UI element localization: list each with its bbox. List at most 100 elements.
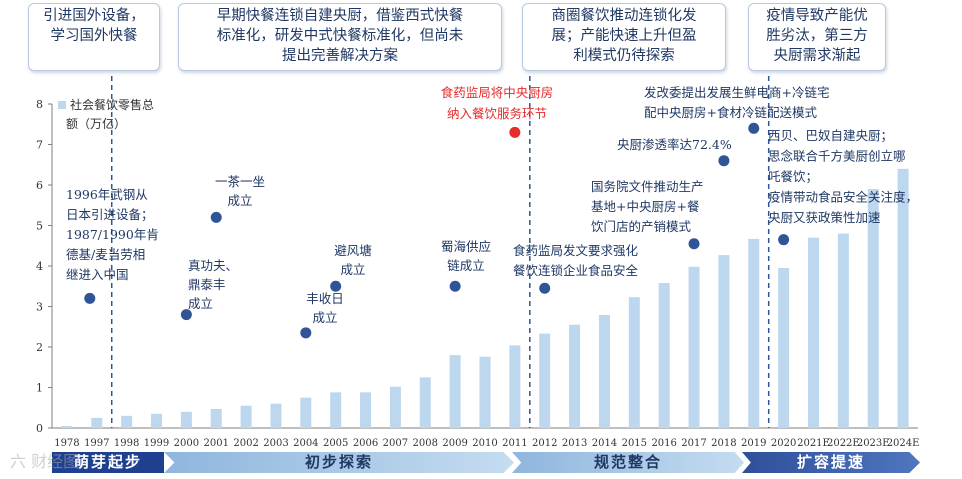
x-tick-label: 2009 xyxy=(442,438,467,449)
y-tick-label: 6 xyxy=(36,179,43,192)
phase-label-4: 扩容提速 xyxy=(796,453,865,471)
event-label: 成立 xyxy=(340,262,365,277)
bar xyxy=(61,425,73,428)
event-label: 成立 xyxy=(312,310,337,325)
bar xyxy=(778,268,790,428)
bar xyxy=(837,233,849,428)
event-label: 继进入中国 xyxy=(66,267,129,282)
event-label: 1987/1990年肯 xyxy=(66,227,159,242)
event-label: 配中央厨房+食材冷链配送模式 xyxy=(644,105,817,120)
x-tick-label: 2001 xyxy=(204,438,229,449)
event-marker xyxy=(210,211,222,223)
event-label: 疫情带动食品安全关注度， xyxy=(768,190,918,205)
y-tick-label: 2 xyxy=(36,341,43,354)
phase-bar-3 xyxy=(512,452,744,473)
phase-note-4-line-2: 胜劣汰，第三方 xyxy=(766,28,868,44)
y-tick-label: 4 xyxy=(36,260,43,273)
event-marker xyxy=(688,238,700,250)
x-tick-label: 2006 xyxy=(353,438,378,449)
event-label: 纳入餐饮服务环节 xyxy=(447,106,547,121)
watermark: 六 财经图 xyxy=(10,452,80,471)
y-tick-label: 7 xyxy=(36,139,43,152)
event-label: 央厨渗透率达72.4% xyxy=(617,137,732,152)
event-label: 基地+中央厨房+餐 xyxy=(591,199,700,214)
event-label: 蜀海供应 xyxy=(441,239,491,254)
phase-note-3-line-2: 展；产能快速上升但盈 xyxy=(551,28,697,44)
x-tick-label: 2024E xyxy=(887,438,920,449)
x-tick-label: 2017 xyxy=(681,438,706,449)
bar xyxy=(240,405,252,428)
phase-bar-2 xyxy=(164,452,514,473)
event-marker xyxy=(509,126,521,138)
event-marker xyxy=(330,280,342,292)
bar xyxy=(628,297,640,428)
event-marker xyxy=(300,327,312,339)
x-tick-label: 2012 xyxy=(532,438,557,449)
event-marker xyxy=(180,309,192,321)
phase-label-3: 规范整合 xyxy=(593,453,662,471)
event-label: 餐饮连锁企业食品安全 xyxy=(513,263,639,278)
x-tick-label: 2010 xyxy=(472,438,497,449)
event-label: 饮门店的产销模式 xyxy=(591,219,692,234)
x-tick-label: 1998 xyxy=(114,438,139,449)
x-tick-label: 2015 xyxy=(622,438,647,449)
x-tick-label: 2016 xyxy=(651,438,676,449)
x-tick-label: 2021E xyxy=(797,438,830,449)
event-label: 丰收日 xyxy=(306,291,344,306)
event-label: 发改委提出发展生鲜电商+冷链宅 xyxy=(644,85,829,100)
phase-note-4-line-1: 疫情导致产能优 xyxy=(766,8,868,24)
event-label: 国务院文件推动生产 xyxy=(591,179,704,194)
event-label: 思念联合千方美厨创立哪 xyxy=(768,149,906,164)
event-label: 真功夫、 xyxy=(188,258,238,273)
y-tick-label: 8 xyxy=(36,98,43,111)
bar xyxy=(91,417,103,428)
bar xyxy=(509,345,521,428)
phase-note-2-line-3: 提出完善解决方案 xyxy=(282,48,398,64)
bar xyxy=(479,356,491,428)
x-tick-label: 2007 xyxy=(383,438,408,449)
y-tick-label: 0 xyxy=(36,422,43,435)
x-tick-label: 1978 xyxy=(54,438,79,449)
legend-swatch xyxy=(58,101,66,109)
x-tick-label: 2018 xyxy=(711,438,736,449)
event-label: 食药监局将中央厨房 xyxy=(441,85,554,100)
bar xyxy=(330,392,342,428)
event-marker xyxy=(718,155,730,167)
x-tick-label: 2005 xyxy=(323,438,348,449)
event-label: 日本引进设备； xyxy=(66,207,154,222)
bar xyxy=(360,392,372,428)
x-tick-label: 2023E xyxy=(857,438,890,449)
x-tick-label: 2011 xyxy=(502,438,527,449)
x-tick-label: 2004 xyxy=(293,438,318,449)
x-tick-label: 2013 xyxy=(562,438,587,449)
phase-note-3-line-1: 商圈餐饮推动连锁化发 xyxy=(551,8,697,24)
phase-note-2: 早期快餐连锁自建央厨，借鉴西式快餐 标准化，研发中式快餐标准化，但尚未 提出完善… xyxy=(178,3,502,71)
x-tick-label: 1999 xyxy=(144,438,169,449)
y-tick-label: 5 xyxy=(36,220,43,233)
bar xyxy=(270,403,282,428)
x-tick-label: 1997 xyxy=(84,438,109,449)
bar xyxy=(419,377,431,428)
event-label: 吒餐饮； xyxy=(768,169,818,184)
x-tick-label: 2002 xyxy=(233,438,258,449)
x-tick-label: 2019 xyxy=(741,438,766,449)
bar xyxy=(867,189,879,428)
event-label: 央厨又获政策性加速 xyxy=(768,210,881,225)
event-label: 食药监局发文要求强化 xyxy=(513,243,639,258)
event-label: 成立 xyxy=(227,193,252,208)
event-marker xyxy=(84,292,96,304)
event-label: 德基/麦当劳相 xyxy=(66,247,145,262)
x-tick-label: 2003 xyxy=(263,438,288,449)
event-label: 西贝、巴奴自建央厨； xyxy=(768,128,893,143)
event-label: 成立 xyxy=(188,296,213,311)
event-label: 1996年武钢从 xyxy=(66,187,148,202)
bar xyxy=(569,324,581,428)
bar xyxy=(807,237,819,428)
phase-bar-4 xyxy=(742,452,920,473)
phase-label-1: 萌芽起步 xyxy=(73,453,142,471)
x-tick-label: 2014 xyxy=(592,438,617,449)
phase-note-1-line-1: 引进国外设备， xyxy=(43,8,145,24)
event-marker xyxy=(778,234,790,246)
